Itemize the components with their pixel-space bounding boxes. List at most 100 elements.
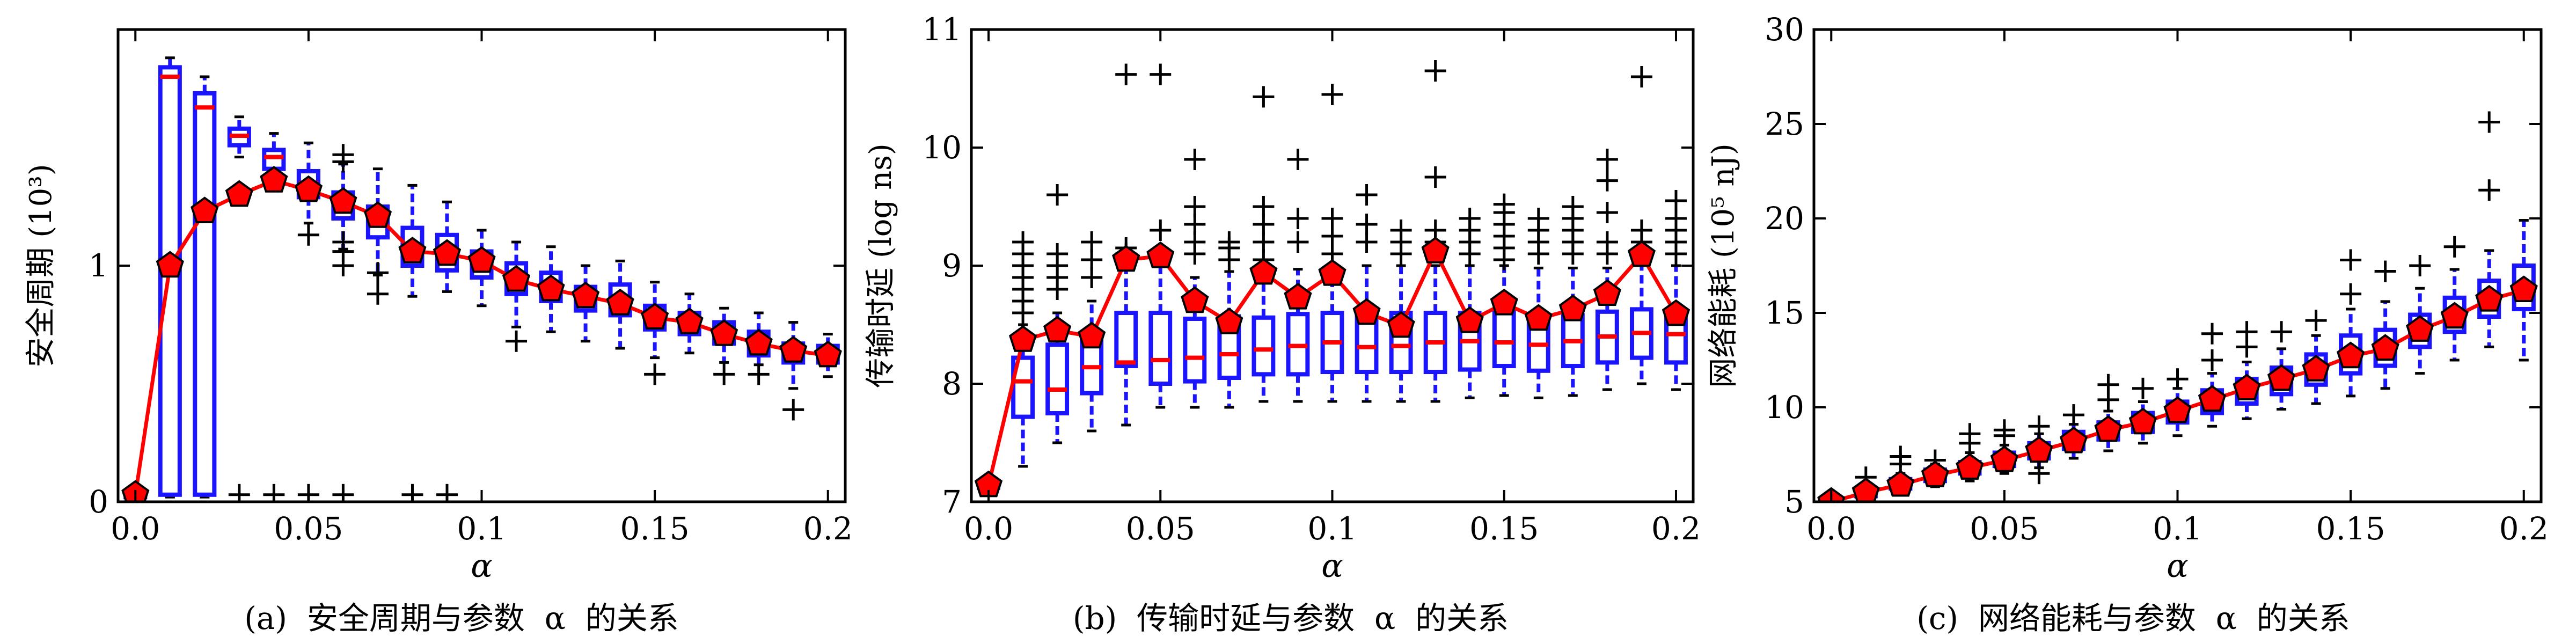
plot-area-b [974, 60, 1690, 497]
mean-point-a-18 [744, 328, 773, 356]
flier-c-2-1 [1890, 445, 1912, 467]
ytick-label: 25 [1765, 106, 1804, 142]
xtick-label: 0.0 [1806, 510, 1856, 547]
xtick-label: 0.0 [111, 510, 160, 547]
mean-point-b-12 [1387, 311, 1415, 338]
mean-point-b-11 [1352, 298, 1381, 325]
yaxis-label-c: 网络能耗 (10⁵ nJ) [1706, 143, 1741, 388]
flier-b-2-4 [1046, 184, 1069, 206]
flier-b-10-2 [1321, 208, 1343, 229]
flier-b-11-1 [1356, 214, 1378, 235]
mean-point-c-6 [2025, 436, 2053, 463]
mean-point-c-19 [2475, 284, 2504, 312]
panel-a: 0.0 0.05 0.1 0.15 0.2 0 1 α 安全周期 (10³) [24, 28, 853, 585]
flier-b-10-3 [1321, 84, 1343, 105]
plot-area-a [121, 56, 842, 502]
flier-c-8-1 [2097, 374, 2119, 396]
flier-c-14-0 [2305, 310, 2327, 332]
flier-a-7-1 [367, 262, 389, 284]
mean-point-b-8 [1249, 258, 1278, 285]
xtick-label: 0.2 [2499, 510, 2549, 547]
flier-a-4-0 [263, 484, 285, 502]
mean-point-c-4 [1956, 453, 1984, 480]
xaxis-label-b: α [1321, 547, 1343, 585]
box-iqr [1183, 317, 1207, 384]
flier-a-17-0 [713, 363, 735, 385]
box-b-8 [1252, 86, 1276, 403]
flier-a-5-1 [297, 224, 319, 246]
mean-point-b-16 [1524, 304, 1553, 331]
mean-point-b-19 [1627, 240, 1656, 267]
flier-b-14-3 [1459, 208, 1481, 229]
mean-point-c-5 [1990, 445, 2019, 472]
box-a-8 [400, 184, 425, 502]
flier-b-6-3 [1184, 196, 1206, 217]
xtick-label: 0.2 [803, 510, 853, 547]
box-c-17 [2408, 255, 2432, 375]
box-a-1 [158, 56, 182, 499]
flier-b-6-4 [1184, 149, 1206, 170]
flier-a-6-5 [332, 144, 354, 166]
mean-point-b-7 [1215, 308, 1243, 334]
xtick-label: 0.15 [620, 510, 690, 547]
flier-b-5-2 [1150, 63, 1172, 85]
mean-point-b-13 [1421, 237, 1450, 264]
flier-c-19-0 [2478, 179, 2500, 201]
mean-point-a-12 [537, 274, 565, 302]
mean-point-b-10 [1318, 259, 1346, 286]
box-b-19 [1629, 66, 1653, 385]
flier-b-18-1 [1596, 231, 1618, 253]
flier-c-18-0 [2443, 236, 2465, 258]
box-a-11 [504, 240, 529, 352]
mean-point-a-6 [329, 187, 357, 214]
flier-b-20-4 [1665, 190, 1687, 211]
mean-point-a-1 [156, 251, 184, 278]
box-iqr [1148, 311, 1173, 386]
flier-a-9-0 [436, 484, 458, 502]
flier-c-16-0 [2374, 260, 2396, 282]
box-a-3 [227, 115, 251, 502]
mean-point-b-2 [1043, 316, 1072, 343]
box-c-15 [2339, 249, 2363, 398]
ytick-label: 0 [89, 484, 108, 520]
box-b-2 [1045, 184, 1070, 444]
box-b-5 [1148, 63, 1173, 409]
box-b-20 [1664, 190, 1688, 391]
flier-b-4-2 [1115, 63, 1137, 85]
flier-a-18-0 [748, 363, 770, 385]
flier-c-15-0 [2340, 283, 2362, 305]
mean-point-a-2 [191, 196, 219, 223]
yaxis-label-b: 传输时延 (log ns) [863, 143, 898, 388]
ytick-label: 20 [1765, 200, 1804, 237]
xtick-label: 0.1 [457, 510, 506, 547]
flier-a-3-0 [228, 484, 250, 502]
flier-c-15-1 [2340, 249, 2362, 271]
ytick-label: 8 [942, 365, 962, 402]
box-a-2 [193, 75, 217, 499]
flier-c-6-1 [2028, 463, 2050, 485]
flier-a-6-0 [332, 484, 354, 502]
mean-point-b-17 [1558, 294, 1587, 321]
xtick-label: 0.05 [1126, 510, 1195, 547]
mean-point-a-15 [640, 303, 669, 330]
flier-c-7-0 [2062, 404, 2084, 426]
box-b-4 [1114, 63, 1138, 427]
xaxis-label-a: α [471, 547, 493, 585]
box-iqr [1045, 342, 1070, 416]
flier-c-5-1 [1993, 419, 2015, 441]
ytick-label: 9 [942, 247, 962, 284]
mean-point-a-9 [433, 239, 462, 266]
mean-point-b-9 [1284, 282, 1312, 310]
mean-point-a-8 [398, 237, 427, 264]
xtick-label: 0.15 [1469, 510, 1539, 547]
ytick-label: 1 [89, 247, 108, 284]
flier-b-9-0 [1287, 231, 1309, 253]
mean-point-c-3 [1921, 460, 1949, 487]
mean-point-c-16 [2371, 334, 2399, 361]
box-b-18 [1595, 149, 1619, 391]
flier-a-15-0 [644, 363, 666, 385]
xtick-label: 0.05 [274, 510, 343, 547]
flier-c-19-1 [2478, 111, 2500, 133]
flier-c-11-0 [2201, 349, 2223, 371]
